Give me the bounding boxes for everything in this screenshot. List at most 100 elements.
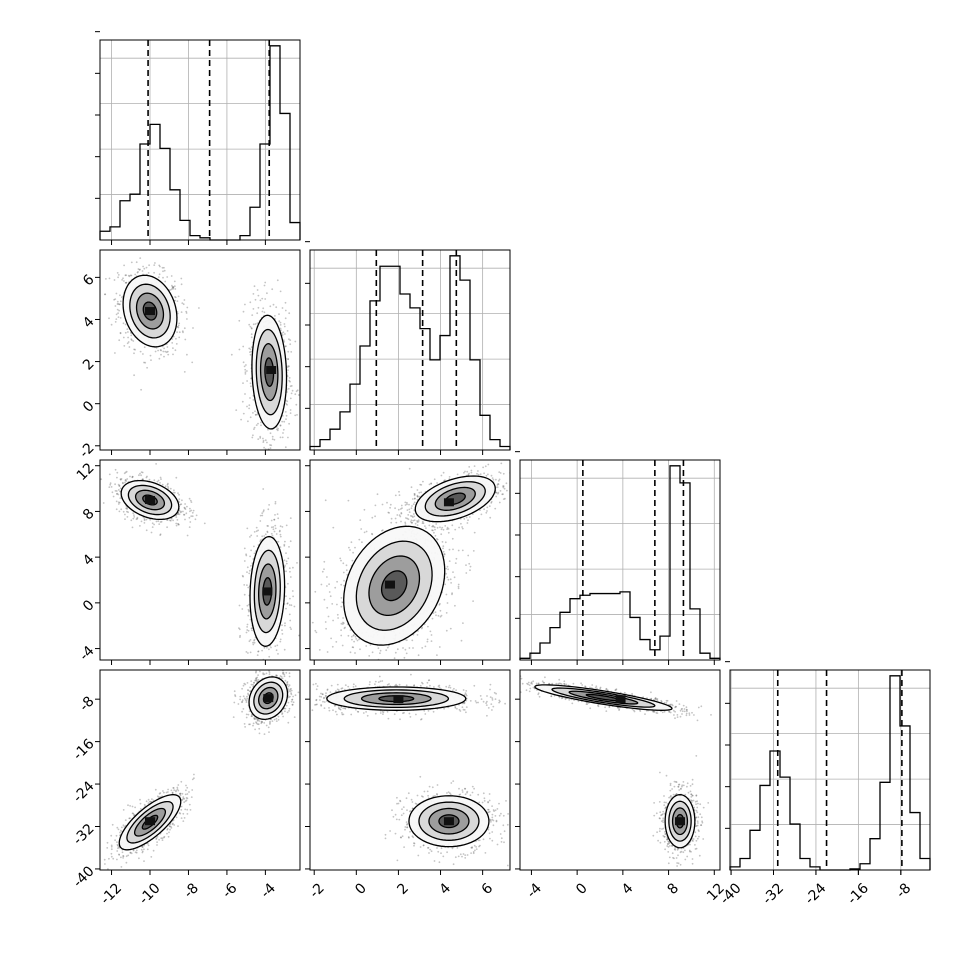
scatter-point bbox=[275, 674, 278, 677]
scatter-point bbox=[296, 389, 299, 392]
scatter-point bbox=[285, 345, 287, 347]
scatter-point bbox=[252, 683, 254, 686]
scatter-point bbox=[169, 289, 172, 291]
scatter-point bbox=[127, 854, 130, 857]
scatter-point bbox=[250, 549, 253, 552]
scatter-point bbox=[279, 546, 282, 548]
scatter-point bbox=[181, 792, 184, 795]
scatter-point bbox=[246, 405, 248, 408]
scatter-point bbox=[287, 436, 289, 439]
scatter-point bbox=[282, 432, 284, 434]
scatter-point bbox=[259, 520, 262, 522]
scatter-point bbox=[175, 524, 178, 527]
scatter-point bbox=[282, 331, 285, 334]
scatter-point bbox=[140, 520, 143, 523]
scatter-point bbox=[164, 350, 167, 353]
scatter-point bbox=[250, 336, 253, 339]
scatter-point bbox=[281, 526, 284, 528]
scatter-point bbox=[119, 478, 122, 481]
scatter-point bbox=[173, 824, 176, 826]
contour-line bbox=[255, 328, 283, 416]
scatter-point bbox=[159, 533, 162, 536]
scatter-point bbox=[270, 444, 273, 447]
scatter-point bbox=[117, 483, 120, 486]
scatter-point bbox=[142, 478, 145, 481]
scatter-point bbox=[261, 649, 263, 652]
scatter-point bbox=[252, 412, 254, 414]
density-peak bbox=[145, 307, 155, 316]
scatter-point bbox=[307, 684, 309, 686]
scatter-point bbox=[131, 812, 134, 815]
panel-frame bbox=[309, 249, 511, 451]
scatter-point bbox=[289, 540, 292, 543]
scatter-point bbox=[284, 317, 287, 320]
y-tick-label: 0 bbox=[80, 597, 98, 615]
scatter-point bbox=[93, 464, 95, 466]
scatter-point bbox=[189, 507, 191, 510]
scatter-point bbox=[248, 323, 251, 326]
scatter-point bbox=[249, 301, 252, 304]
scatter-point bbox=[281, 629, 283, 632]
scatter-point bbox=[194, 518, 197, 521]
scatter-point bbox=[287, 387, 290, 390]
scatter-point bbox=[126, 342, 129, 345]
scatter-point bbox=[255, 526, 258, 529]
scatter-point bbox=[263, 647, 266, 649]
scatter-point bbox=[130, 274, 133, 277]
scatter-point bbox=[110, 323, 113, 326]
scatter-point bbox=[185, 789, 187, 792]
scatter-point bbox=[279, 327, 282, 330]
scatter-point bbox=[109, 483, 112, 486]
scatter-point bbox=[154, 262, 156, 264]
scatter-point bbox=[242, 345, 245, 348]
scatter-point bbox=[147, 798, 150, 801]
scatter-point bbox=[294, 340, 297, 343]
scatter-point bbox=[246, 697, 249, 700]
scatter-point bbox=[147, 802, 150, 804]
scatter-point bbox=[159, 476, 162, 479]
scatter-point bbox=[126, 508, 128, 510]
scatter-point bbox=[128, 275, 131, 278]
scatter-point bbox=[139, 268, 141, 271]
scatter-point bbox=[176, 513, 179, 515]
scatter-point bbox=[147, 844, 150, 847]
scatter-point bbox=[180, 503, 183, 505]
scatter-point bbox=[287, 685, 290, 688]
scatter-point bbox=[286, 681, 289, 683]
scatter-point bbox=[186, 793, 189, 795]
scatter-point bbox=[271, 720, 274, 722]
scatter-point bbox=[263, 311, 266, 314]
scatter-point bbox=[168, 831, 170, 834]
scatter-point bbox=[114, 352, 116, 354]
scatter-point bbox=[114, 298, 117, 300]
scatter-point bbox=[253, 552, 256, 555]
scatter-point bbox=[158, 792, 161, 795]
y-tick-label: 4 bbox=[80, 314, 98, 332]
scatter-point bbox=[130, 338, 133, 340]
scatter-point bbox=[117, 503, 120, 505]
scatter-point bbox=[266, 441, 268, 444]
scatter-point bbox=[131, 476, 134, 479]
scatter-point bbox=[161, 483, 164, 486]
scatter-point bbox=[256, 312, 259, 315]
scatter-point bbox=[175, 476, 178, 479]
scatter-point bbox=[117, 493, 120, 496]
scatter-point bbox=[287, 358, 289, 361]
scatter-point bbox=[177, 326, 180, 329]
scatter-point bbox=[115, 292, 118, 295]
scatter-point bbox=[125, 281, 128, 284]
scatter-point bbox=[253, 531, 256, 533]
scatter-point bbox=[145, 800, 148, 803]
scatter-point bbox=[171, 286, 174, 289]
scatter-point bbox=[179, 792, 181, 795]
scatter-point bbox=[246, 380, 249, 382]
scatter-point bbox=[118, 510, 121, 513]
scatter-point bbox=[108, 277, 111, 280]
scatter-point bbox=[256, 289, 259, 291]
scatter-point bbox=[249, 618, 252, 621]
scatter-point bbox=[124, 513, 126, 516]
scatter-point bbox=[153, 271, 156, 274]
density-peak bbox=[262, 587, 273, 596]
scatter-point bbox=[259, 673, 261, 675]
density-panel-x1-x4 bbox=[99, 669, 309, 871]
